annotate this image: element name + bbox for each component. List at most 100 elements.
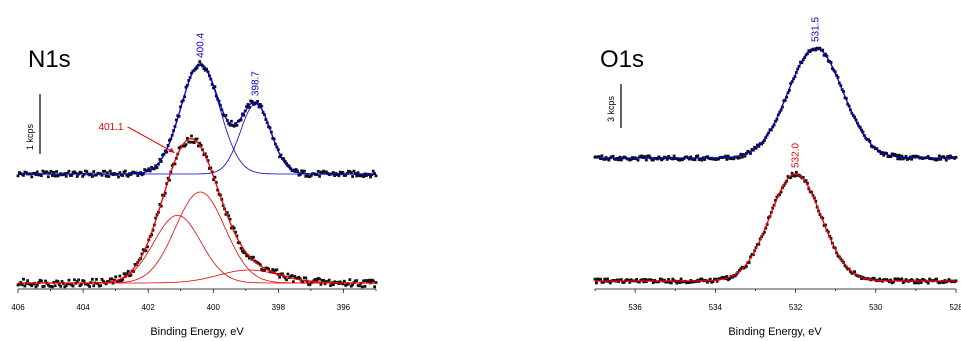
data-point (635, 157, 639, 161)
data-point (227, 122, 231, 126)
data-point (155, 166, 159, 170)
data-point (290, 274, 294, 277)
data-point (706, 280, 709, 284)
data-point (714, 277, 718, 281)
data-point (706, 155, 709, 159)
data-point (258, 263, 262, 267)
o1s-scale-bar-label: 3 kcps (606, 95, 616, 122)
data-point (725, 157, 729, 161)
data-point (800, 61, 804, 65)
data-point (174, 118, 178, 122)
data-point (112, 278, 116, 282)
data-point (640, 278, 644, 282)
data-point (199, 143, 203, 147)
data-point (919, 281, 923, 284)
data-point (20, 283, 24, 287)
data-point (159, 160, 163, 163)
data-point (213, 85, 217, 89)
data-point (821, 216, 825, 220)
n1s-x-axis-label: Binding Energy, eV (150, 326, 244, 338)
data-point (184, 85, 188, 89)
data-point (661, 157, 665, 161)
data-point (121, 278, 125, 281)
data-point (338, 170, 342, 174)
data-point (318, 174, 321, 178)
data-point (643, 155, 647, 159)
data-point (762, 230, 766, 234)
data-point (74, 171, 78, 175)
data-point (341, 171, 345, 174)
x-tick-label: 404 (76, 303, 90, 312)
data-point (298, 277, 302, 281)
data-point (642, 280, 645, 284)
data-point (55, 170, 58, 173)
data-point (64, 284, 68, 288)
data-point (246, 103, 250, 106)
data-point (140, 252, 144, 256)
data-point (90, 175, 94, 178)
data-point (824, 223, 827, 227)
data-point (917, 281, 920, 285)
data-point (665, 157, 669, 161)
data-point (657, 280, 661, 284)
data-point (129, 273, 133, 277)
data-point (53, 174, 57, 178)
data-point (143, 168, 147, 172)
data-point (638, 280, 641, 284)
data-point (778, 192, 782, 196)
data-point (643, 278, 647, 281)
data-point (696, 154, 700, 158)
data-point (351, 283, 354, 287)
data-point (96, 282, 100, 285)
data-point (878, 277, 882, 281)
o1s-x-axis-label: Binding Energy, eV (728, 326, 822, 338)
data-point (314, 278, 317, 281)
x-tick-label: 528 (949, 303, 961, 312)
data-point (231, 225, 235, 229)
data-point (700, 158, 704, 162)
data-point (779, 190, 783, 194)
data-point (900, 154, 904, 158)
data-point (594, 281, 598, 285)
data-point (628, 280, 632, 284)
data-point (126, 269, 130, 273)
data-point (188, 140, 192, 144)
data-point (747, 261, 751, 264)
data-point (688, 281, 691, 284)
component-curve (18, 191, 376, 284)
data-point (749, 152, 752, 155)
data-point (239, 246, 243, 250)
data-point (49, 169, 53, 173)
data-point (57, 283, 61, 287)
data-point (100, 278, 104, 281)
data-point (108, 169, 112, 173)
x-tick-label: 532 (789, 303, 803, 312)
data-point (192, 141, 196, 144)
data-point (947, 278, 951, 281)
data-point (892, 280, 895, 284)
data-point (954, 155, 958, 159)
data-point (285, 278, 288, 282)
data-point (337, 174, 341, 178)
data-point (603, 158, 607, 161)
data-point (228, 217, 232, 221)
data-point (854, 118, 858, 122)
data-point (41, 169, 45, 173)
data-point (926, 281, 930, 285)
data-point (606, 277, 609, 281)
data-point (280, 272, 284, 276)
data-point (75, 280, 79, 283)
data-point (203, 152, 207, 156)
data-point (725, 275, 729, 278)
data-point (331, 283, 335, 287)
data-point (935, 277, 938, 281)
data-point (926, 155, 930, 158)
data-point (356, 171, 360, 175)
data-point (693, 158, 697, 162)
data-point (146, 245, 149, 249)
data-point (679, 277, 683, 281)
data-point (678, 281, 682, 284)
data-point (942, 281, 945, 285)
data-point (106, 171, 109, 175)
